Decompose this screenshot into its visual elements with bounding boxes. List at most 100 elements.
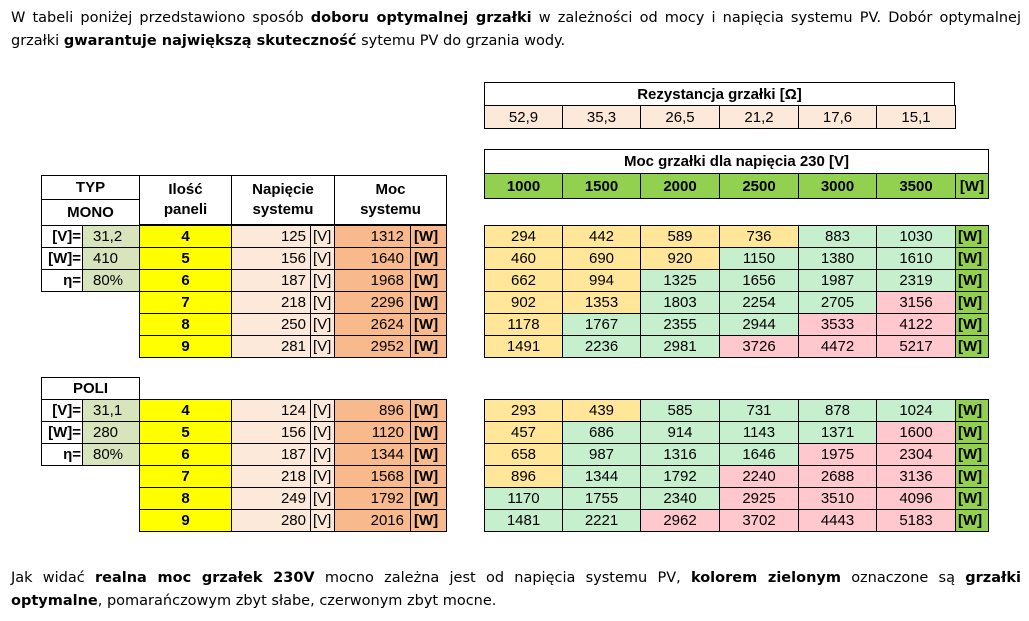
poli-power: 1120 bbox=[334, 421, 411, 444]
mono-voltage-unit: [V] bbox=[310, 313, 335, 336]
resistance-value: 15,1 bbox=[876, 105, 956, 129]
poli-result-unit: [W] bbox=[955, 487, 989, 510]
poli-result-cell: 1646 bbox=[719, 443, 799, 466]
mono-power: 1312 bbox=[334, 225, 411, 248]
mono-result-cell: 3156 bbox=[876, 291, 956, 314]
mono-voltage: 250 bbox=[231, 313, 311, 336]
mono-panels: 7 bbox=[139, 291, 232, 314]
mono-result-unit: [W] bbox=[955, 247, 989, 270]
poli-result-cell: 1143 bbox=[719, 421, 799, 444]
poli-result-cell: 658 bbox=[484, 443, 563, 466]
mono-voltage: 218 bbox=[231, 291, 311, 314]
mono-power-unit: [W] bbox=[410, 225, 447, 248]
heater-power-title: Moc grzałki dla napięcia 230 [V] bbox=[484, 149, 989, 174]
resistance-title: Rezystancja grzałki [Ω] bbox=[484, 82, 955, 106]
mono-result-cell: 1325 bbox=[640, 269, 720, 292]
mono-result-cell: 1803 bbox=[640, 291, 720, 314]
poli-voltage-unit: [V] bbox=[310, 443, 335, 466]
mono-result-unit: [W] bbox=[955, 335, 989, 358]
poli-result-cell: 2962 bbox=[640, 509, 720, 532]
mono-param-label: [W]= bbox=[41, 247, 83, 270]
mono-result-cell: 2355 bbox=[640, 313, 720, 336]
heater-power-value: 2000 bbox=[640, 173, 720, 199]
mono-voltage-unit: [V] bbox=[310, 335, 335, 358]
poli-result-cell: 4096 bbox=[876, 487, 956, 510]
poli-power: 896 bbox=[334, 399, 411, 422]
mono-voltage-unit: [V] bbox=[310, 247, 335, 270]
mono-result-cell: 1353 bbox=[562, 291, 641, 314]
poli-power-unit: [W] bbox=[410, 487, 447, 510]
poli-power-unit: [W] bbox=[410, 509, 447, 532]
poli-panels: 4 bbox=[139, 399, 232, 422]
heater-power-value: 2500 bbox=[719, 173, 799, 199]
mono-result-cell: 5217 bbox=[876, 335, 956, 358]
poli-voltage: 187 bbox=[231, 443, 311, 466]
mono-result-cell: 2705 bbox=[798, 291, 877, 314]
poli-result-unit: [W] bbox=[955, 443, 989, 466]
mono-voltage: 156 bbox=[231, 247, 311, 270]
poli-result-cell: 1170 bbox=[484, 487, 563, 510]
poli-result-cell: 896 bbox=[484, 465, 563, 488]
mono-result-cell: 3726 bbox=[719, 335, 799, 358]
mono-result-cell: 442 bbox=[562, 225, 641, 248]
poli-result-cell: 1344 bbox=[562, 465, 641, 488]
poli-voltage: 280 bbox=[231, 509, 311, 532]
mono-result-cell: 4122 bbox=[876, 313, 956, 336]
mono-panels: 6 bbox=[139, 269, 232, 292]
poli-result-cell: 878 bbox=[798, 399, 877, 422]
heater-power-value: 3500 bbox=[876, 173, 956, 199]
poli-result-unit: [W] bbox=[955, 399, 989, 422]
poli-result-cell: 1600 bbox=[876, 421, 956, 444]
resistance-value: 26,5 bbox=[640, 105, 720, 129]
poli-result-cell: 457 bbox=[484, 421, 563, 444]
poli-panels: 9 bbox=[139, 509, 232, 532]
poli-result-cell: 2340 bbox=[640, 487, 720, 510]
mono-result-cell: 920 bbox=[640, 247, 720, 270]
outro-paragraph: Jak widać realna moc grzałek 230V mocno … bbox=[11, 570, 1021, 609]
resistance-value: 35,3 bbox=[562, 105, 641, 129]
poli-result-cell: 439 bbox=[562, 399, 641, 422]
poli-result-cell: 1371 bbox=[798, 421, 877, 444]
resistance-value: 21,2 bbox=[719, 105, 799, 129]
poli-type-label: POLI bbox=[41, 377, 140, 400]
mono-result-cell: 2944 bbox=[719, 313, 799, 336]
poli-result-cell: 2221 bbox=[562, 509, 641, 532]
mono-voltage-unit: [V] bbox=[310, 225, 335, 248]
poli-power: 1792 bbox=[334, 487, 411, 510]
mono-result-cell: 1030 bbox=[876, 225, 956, 248]
poli-result-cell: 5183 bbox=[876, 509, 956, 532]
mono-power: 1968 bbox=[334, 269, 411, 292]
poli-result-cell: 2304 bbox=[876, 443, 956, 466]
poli-result-cell: 3510 bbox=[798, 487, 877, 510]
mono-voltage: 281 bbox=[231, 335, 311, 358]
mono-result-cell: 1656 bbox=[719, 269, 799, 292]
poli-power: 1344 bbox=[334, 443, 411, 466]
heater-power-value: 1000 bbox=[484, 173, 563, 199]
poli-result-cell: 987 bbox=[562, 443, 641, 466]
mono-voltage-unit: [V] bbox=[310, 291, 335, 314]
mono-power: 2296 bbox=[334, 291, 411, 314]
mono-param-label: η= bbox=[41, 269, 83, 292]
poli-voltage-unit: [V] bbox=[310, 465, 335, 488]
mono-param-value: 80% bbox=[82, 269, 140, 292]
poli-voltage-unit: [V] bbox=[310, 399, 335, 422]
moc-header: Moc systemu bbox=[334, 175, 447, 225]
mono-result-cell: 1610 bbox=[876, 247, 956, 270]
mono-result-cell: 2254 bbox=[719, 291, 799, 314]
mono-result-cell: 883 bbox=[798, 225, 877, 248]
poli-voltage-unit: [V] bbox=[310, 509, 335, 532]
poli-panels: 7 bbox=[139, 465, 232, 488]
mono-type-label: MONO bbox=[41, 199, 140, 226]
mono-power: 1640 bbox=[334, 247, 411, 270]
poli-voltage: 218 bbox=[231, 465, 311, 488]
poli-result-unit: [W] bbox=[955, 465, 989, 488]
mono-voltage: 125 bbox=[231, 225, 311, 248]
mono-result-cell: 3533 bbox=[798, 313, 877, 336]
mono-panels: 5 bbox=[139, 247, 232, 270]
mono-result-cell: 2319 bbox=[876, 269, 956, 292]
mono-result-cell: 2981 bbox=[640, 335, 720, 358]
poli-result-cell: 585 bbox=[640, 399, 720, 422]
mono-panels: 4 bbox=[139, 225, 232, 248]
heater-power-value: 3000 bbox=[798, 173, 877, 199]
poli-result-cell: 686 bbox=[562, 421, 641, 444]
